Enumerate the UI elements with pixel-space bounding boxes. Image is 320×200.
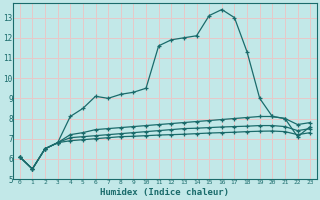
X-axis label: Humidex (Indice chaleur): Humidex (Indice chaleur): [100, 188, 229, 197]
